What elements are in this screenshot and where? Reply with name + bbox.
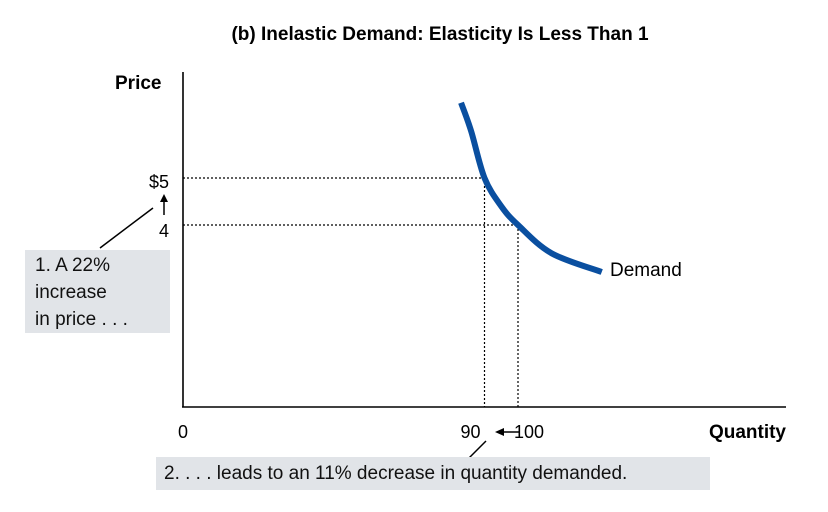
y-axis-label: Price	[115, 73, 161, 94]
x-tick-label: 0	[178, 422, 188, 442]
price-change-annotation: 1. A 22% increase in price . . .	[25, 250, 170, 333]
price-increase-arrowhead	[160, 194, 168, 202]
x-tick-label: 90	[460, 422, 480, 442]
x-axis-label: Quantity	[709, 422, 786, 443]
quantity-change-annotation: 2. . . . leads to an 11% decrease in qua…	[156, 457, 710, 490]
note1-leader-line	[99, 207, 154, 249]
chart-title: (b) Inelastic Demand: Elasticity Is Less…	[231, 24, 649, 45]
y-tick-label: $5	[149, 172, 169, 192]
y-tick-label: 4	[159, 221, 169, 241]
demand-series-label: Demand	[610, 260, 682, 281]
demand-curve	[458, 101, 603, 275]
x-tick-label: 100	[514, 422, 544, 442]
quantity-decrease-arrowhead	[495, 428, 504, 436]
note2-leader-line	[468, 440, 487, 459]
